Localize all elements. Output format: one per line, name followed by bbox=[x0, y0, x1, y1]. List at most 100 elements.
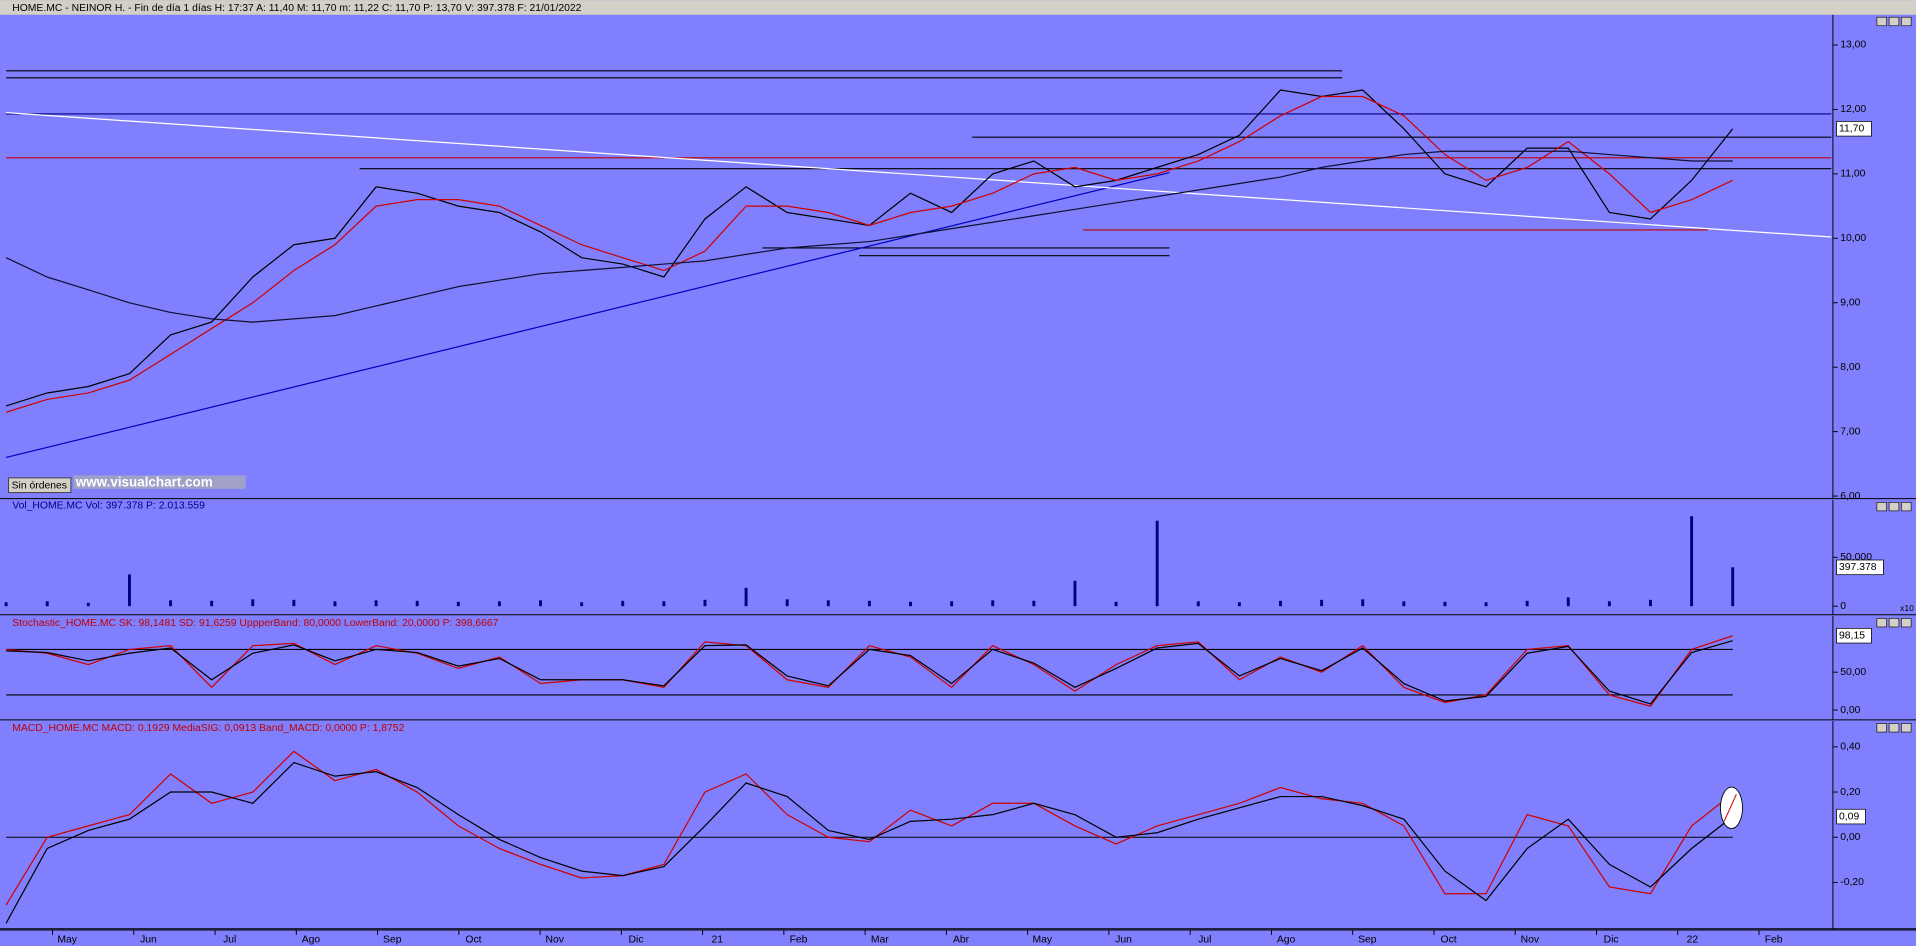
y-tick-label: 9,00 bbox=[1840, 297, 1860, 308]
chart-title: HOME.MC - NEINOR H. - Fin de día 1 días … bbox=[12, 3, 581, 14]
volume-bar bbox=[45, 601, 49, 607]
y-tick-label: 7,00 bbox=[1840, 426, 1860, 437]
y-tick-label: 8,00 bbox=[1840, 362, 1860, 373]
y-tick-label: 6,00 bbox=[1840, 491, 1860, 502]
window-button[interactable] bbox=[1888, 618, 1900, 628]
x-tick-label: Jun bbox=[1115, 935, 1132, 946]
y-tick-label: 0 bbox=[1840, 601, 1846, 612]
window-button[interactable] bbox=[1876, 502, 1887, 512]
annotation-stroke bbox=[1723, 794, 1737, 822]
window-button[interactable] bbox=[1888, 502, 1900, 512]
panel-title: MACD_HOME.MC MACD: 0,1929 MediaSIG: 0,09… bbox=[12, 723, 404, 734]
volume-bar bbox=[333, 601, 337, 607]
window-button[interactable] bbox=[1876, 16, 1887, 27]
y-tick-label: 50,00 bbox=[1840, 667, 1866, 678]
volume-bar bbox=[1731, 567, 1735, 607]
volume-bar bbox=[1525, 600, 1529, 607]
volume-bar bbox=[127, 574, 131, 607]
x-tick-label: Abr bbox=[953, 935, 970, 946]
y-tick-label: 50.000 bbox=[1840, 552, 1872, 563]
window-button[interactable] bbox=[1901, 16, 1912, 27]
volume-bar bbox=[950, 601, 954, 607]
x-tick-label: Ago bbox=[302, 935, 321, 946]
series-line bbox=[5, 95, 1733, 413]
volume-bar bbox=[1237, 602, 1241, 607]
value-label: 98,15 bbox=[1839, 630, 1865, 641]
volume-bar bbox=[1196, 601, 1200, 607]
x-tick-label: Feb bbox=[790, 935, 808, 946]
volume-bar bbox=[1690, 516, 1694, 607]
volume-bar bbox=[867, 600, 871, 607]
series-line bbox=[5, 761, 1734, 924]
trend-line bbox=[5, 171, 1170, 459]
volume-bar bbox=[1114, 601, 1118, 607]
panel-title: Stochastic_HOME.MC SK: 98,1481 SD: 91,62… bbox=[12, 618, 498, 629]
volume-bar bbox=[785, 599, 789, 607]
volume-bar bbox=[497, 601, 501, 607]
x-tick-label: 22 bbox=[1687, 935, 1699, 946]
x-tick-label: Jul bbox=[223, 935, 236, 946]
trend-line bbox=[6, 112, 1832, 238]
volume-bar bbox=[580, 602, 584, 607]
window-button[interactable] bbox=[1901, 618, 1912, 628]
y-tick-label: 0,20 bbox=[1840, 787, 1860, 798]
volume-bar bbox=[1361, 599, 1365, 607]
x-tick-label: Sep bbox=[1358, 935, 1377, 946]
volume-bar bbox=[4, 602, 8, 607]
x-tick-label: Feb bbox=[1765, 935, 1783, 946]
volume-bar bbox=[456, 601, 460, 607]
value-label: 0,09 bbox=[1839, 811, 1859, 822]
volume-bar bbox=[1279, 600, 1282, 607]
volume-bar bbox=[169, 600, 173, 607]
y-tick-label: 0,40 bbox=[1840, 742, 1860, 753]
window-button[interactable] bbox=[1888, 723, 1900, 733]
window-button[interactable] bbox=[1876, 723, 1887, 733]
series-line bbox=[5, 150, 1733, 323]
window-button[interactable] bbox=[1876, 618, 1887, 628]
y-tick-label: -0,20 bbox=[1840, 877, 1864, 888]
unit-label: x10 bbox=[1900, 603, 1914, 613]
x-tick-label: May bbox=[1033, 935, 1053, 946]
volume-bar bbox=[909, 601, 912, 607]
value-label-box bbox=[1836, 628, 1872, 644]
panel-title: Vol_HOME.MC Vol: 397.378 P: 2.013.559 bbox=[12, 501, 205, 512]
x-tick-label: Nov bbox=[1521, 935, 1540, 946]
order-button[interactable] bbox=[8, 477, 72, 494]
volume-bar bbox=[210, 600, 214, 607]
x-tick-label: Dic bbox=[629, 935, 644, 946]
x-tick-label: Ago bbox=[1277, 935, 1296, 946]
volume-bar bbox=[1320, 599, 1324, 607]
volume-bar bbox=[991, 600, 995, 607]
series-line bbox=[6, 635, 1733, 707]
volume-bar bbox=[251, 599, 255, 607]
volume-bar bbox=[1484, 602, 1488, 607]
x-tick-label: Nov bbox=[546, 935, 565, 946]
value-label-box bbox=[1836, 559, 1884, 576]
y-tick-label: 0,00 bbox=[1840, 705, 1860, 716]
window-button[interactable] bbox=[1888, 16, 1900, 27]
x-tick-label: Mar bbox=[871, 935, 889, 946]
title-bar bbox=[0, 0, 1916, 15]
x-tick-label: Oct bbox=[465, 935, 481, 946]
volume-bar bbox=[1607, 601, 1611, 607]
y-tick-label: 0,00 bbox=[1840, 832, 1860, 843]
volume-bar bbox=[539, 600, 542, 607]
series-line bbox=[5, 750, 1734, 906]
series-line bbox=[6, 640, 1733, 705]
volume-bar bbox=[621, 600, 625, 607]
x-tick-label: Jul bbox=[1198, 935, 1211, 946]
order-button-label[interactable]: Sin órdenes bbox=[12, 481, 67, 492]
y-tick-label: 13,00 bbox=[1840, 40, 1866, 51]
volume-bar bbox=[1566, 597, 1570, 607]
volume-bar bbox=[1073, 580, 1077, 607]
window-button[interactable] bbox=[1901, 723, 1912, 733]
window-button[interactable] bbox=[1901, 502, 1912, 512]
value-label-box bbox=[1836, 808, 1866, 825]
x-tick-label: 21 bbox=[712, 935, 724, 946]
volume-bar bbox=[1443, 601, 1447, 607]
volume-bar bbox=[86, 602, 90, 607]
volume-bar bbox=[744, 587, 748, 607]
